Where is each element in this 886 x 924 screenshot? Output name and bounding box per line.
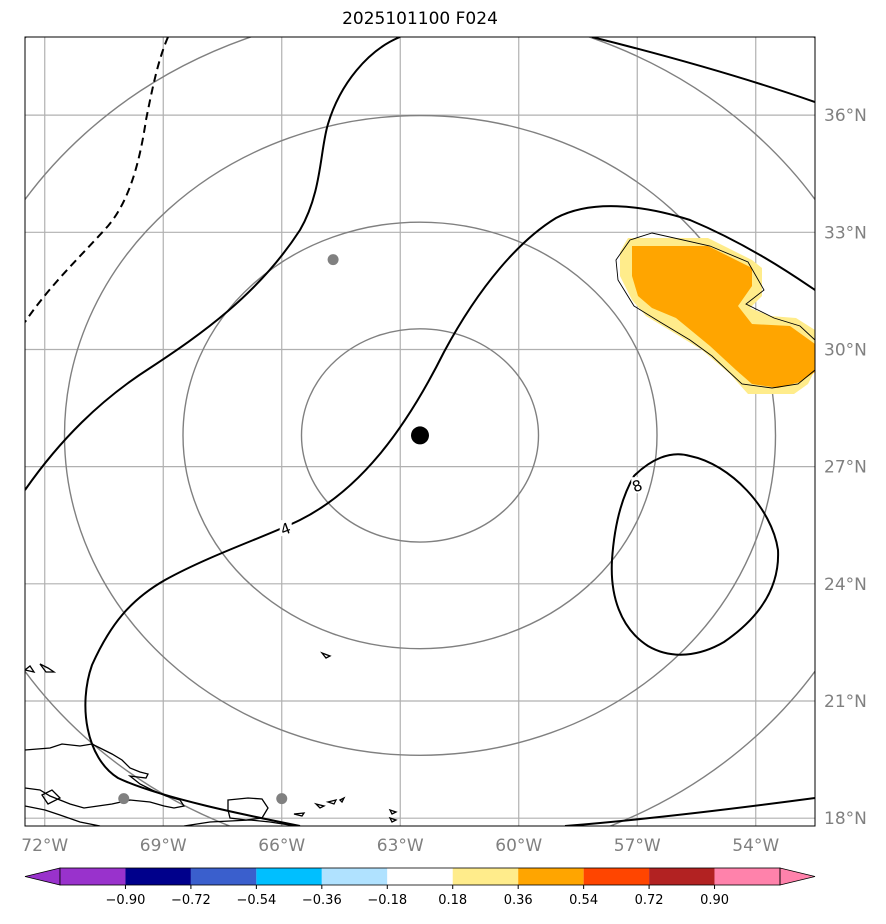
colorbar-frame	[59, 867, 781, 886]
longitude-label: 72°W	[21, 836, 68, 856]
field-orange-region	[632, 246, 815, 388]
colorbar-label: 0.18	[438, 893, 467, 908]
station-marker	[118, 793, 130, 805]
longitude-tick-labels: 72°W 69°W 66°W 63°W 60°W 57°W 54°W	[21, 836, 779, 856]
latitude-label: 30°N	[824, 340, 867, 360]
latitude-label: 36°N	[824, 106, 867, 126]
station-markers	[118, 254, 339, 805]
longitude-label: 57°W	[614, 836, 661, 856]
coastline-caribbean	[25, 651, 398, 826]
contour-lines	[25, 37, 815, 826]
contour-4-southern	[591, 37, 815, 103]
latitude-tick-labels: 36°N 33°N 30°N 27°N 24°N 21°N 18°N	[824, 106, 867, 829]
colorbar-label: 0.36	[504, 893, 533, 908]
colorbar	[24, 867, 816, 886]
colorbar-label: 0.54	[569, 893, 598, 908]
latitude-label: 24°N	[824, 575, 867, 595]
range-ring	[25, 37, 815, 826]
colorbar-swatch	[714, 868, 780, 885]
colorbar-swatch	[452, 868, 519, 885]
longitude-label: 60°W	[495, 836, 542, 856]
range-ring	[63, 114, 777, 757]
colorbar-label: −0.90	[106, 893, 146, 908]
contour-4	[25, 37, 401, 491]
colorbar-swatch	[583, 868, 650, 885]
colorbar-swatch	[387, 868, 453, 885]
colorbar-swatch	[60, 868, 126, 885]
latitude-label: 33°N	[824, 223, 867, 243]
longitude-label: 63°W	[377, 836, 424, 856]
map-frame	[24, 36, 816, 827]
shaded-field	[615, 232, 815, 394]
graticule	[25, 37, 815, 826]
colorbar-extend-high	[779, 867, 816, 886]
colorbar-tick-labels: −0.90 −0.72 −0.54 −0.36 −0.18 0.18 0.36 0.54 0.7…	[106, 885, 729, 908]
colorbar-label: −0.36	[302, 893, 342, 908]
longitude-label: 66°W	[258, 836, 305, 856]
longitude-label: 54°W	[732, 836, 779, 856]
latitude-label: 27°N	[824, 458, 867, 478]
storm-center-marker	[411, 426, 429, 445]
colorbar-swatch	[190, 868, 257, 885]
range-ring	[300, 328, 540, 543]
range-ring	[182, 221, 658, 650]
colorbar-label: 0.90	[700, 893, 729, 908]
colorbar-swatch	[518, 868, 584, 885]
colorbar-swatch	[649, 868, 715, 885]
colorbar-label: −0.72	[171, 893, 211, 908]
colorbar-swatch	[125, 868, 191, 885]
contour-main	[84, 205, 815, 826]
field-outline-contour	[615, 232, 815, 389]
latitude-label: 21°N	[824, 692, 867, 712]
contour-dashed	[25, 37, 169, 323]
map-title: 2025101100 F024	[342, 9, 498, 29]
contour-8	[610, 453, 780, 656]
latitude-label: 18°N	[824, 809, 867, 829]
colorbar-swatch	[321, 868, 388, 885]
contour-labels: 48	[278, 476, 645, 539]
colorbar-swatch	[256, 868, 322, 885]
colorbar-extend-low	[24, 867, 61, 886]
contour-label-background	[631, 477, 644, 494]
colorbar-label: 0.72	[635, 893, 664, 908]
colorbar-label: −0.18	[367, 893, 407, 908]
contour-label-background	[279, 520, 292, 537]
station-marker	[327, 254, 339, 266]
contour-south-edge	[564, 797, 815, 826]
colorbar-label: −0.54	[236, 893, 276, 908]
station-marker	[276, 793, 288, 805]
longitude-label: 69°W	[140, 836, 187, 856]
